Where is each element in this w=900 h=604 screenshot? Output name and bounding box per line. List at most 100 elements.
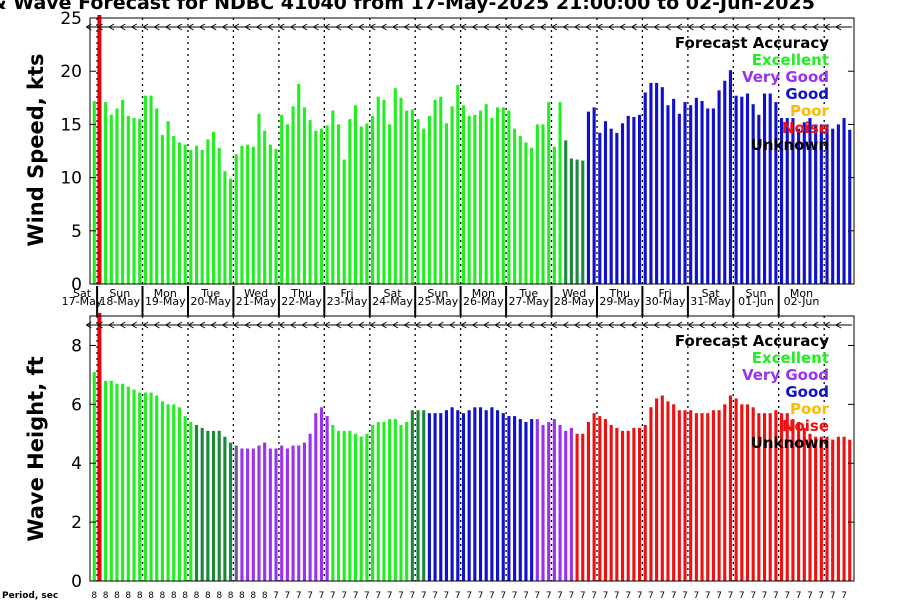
- wave-arrow-head: [631, 321, 637, 329]
- wind-bar: [706, 108, 710, 284]
- wind-bar: [126, 115, 130, 284]
- wave-ytick-label: 8: [71, 336, 82, 356]
- wave-bar: [416, 410, 420, 581]
- wave-arrow-head: [585, 321, 592, 329]
- wave-bar: [234, 445, 238, 581]
- wave-bar: [223, 436, 227, 581]
- wind-bar: [643, 92, 647, 284]
- wave-bar: [774, 410, 778, 581]
- period-value: 7: [762, 591, 768, 600]
- wind-arrow-head: [404, 23, 410, 31]
- wave-legend-noise: Noise: [782, 417, 829, 435]
- wave-bar: [507, 416, 511, 581]
- wind-bar: [740, 96, 744, 285]
- wave-bar: [598, 416, 602, 581]
- date-label: 18-May: [99, 295, 140, 308]
- wave-bar: [138, 392, 142, 581]
- wave-bar: [848, 439, 852, 581]
- wind-direction-arrows: [86, 23, 853, 31]
- period-value: 7: [648, 591, 654, 600]
- wave-bars: [92, 371, 852, 581]
- wave-bar: [268, 448, 272, 581]
- wind-bar: [632, 116, 636, 284]
- wave-arrow-head: [494, 321, 501, 329]
- wind-bar: [609, 128, 613, 284]
- wind-arrow-head: [585, 23, 592, 31]
- wave-bar: [92, 371, 96, 581]
- wave-arrow-head: [801, 321, 808, 329]
- wave-bar: [155, 395, 159, 581]
- day-name-label: Sun: [746, 287, 767, 300]
- period-value: 7: [728, 591, 734, 600]
- period-value: 7: [285, 591, 291, 600]
- wave-bar: [785, 413, 789, 581]
- wave-bar: [581, 433, 585, 581]
- period-value: 7: [716, 591, 722, 600]
- wind-arrow-head: [654, 23, 660, 31]
- wind-bar: [234, 154, 238, 284]
- wind-ytick-label: 20: [60, 62, 82, 82]
- day-name-label: Sun: [109, 287, 130, 300]
- wind-arrow-head: [472, 23, 478, 31]
- period-value: 8: [148, 591, 154, 600]
- wind-bar: [160, 135, 164, 284]
- wave-bar: [694, 413, 698, 581]
- wind-bar: [547, 102, 551, 284]
- wind-bar: [603, 121, 608, 285]
- wind-bar: [564, 140, 568, 284]
- date-label: 26-May: [463, 295, 504, 308]
- day-name-label: Fri: [659, 287, 672, 300]
- day-name-label: Wed: [244, 287, 268, 300]
- period-value: 7: [455, 591, 461, 600]
- wave-ylabel: Wave Height, ft: [24, 356, 48, 541]
- wind-bar: [757, 114, 761, 284]
- wind-bar: [456, 85, 460, 284]
- wind-legend-heading: Forecast Accuracy: [675, 34, 829, 52]
- wind-bar: [762, 93, 767, 284]
- wind-bar: [598, 132, 602, 284]
- period-value: 7: [830, 591, 836, 600]
- wind-arrow-head: [790, 23, 796, 31]
- wind-bar: [280, 114, 284, 284]
- wave-bar: [501, 413, 505, 581]
- wind-day-lines: [96, 15, 825, 284]
- period-value: 7: [478, 591, 484, 600]
- wave-arrow-head: [438, 321, 444, 329]
- wind-bar: [439, 96, 443, 285]
- wind-bar: [189, 149, 193, 284]
- wind-bar: [490, 118, 494, 285]
- period-value: 7: [432, 591, 438, 600]
- period-value: 7: [671, 591, 677, 600]
- wave-bar: [359, 436, 363, 581]
- wind-arrow-head: [199, 23, 206, 31]
- wave-bar: [109, 380, 113, 581]
- wave-arrow-head: [574, 321, 581, 329]
- wave-arrow-head: [301, 321, 308, 329]
- wave-bar: [666, 401, 670, 581]
- wind-arrow-head: [460, 23, 467, 31]
- wave-bar: [626, 430, 630, 581]
- wind-ylabel: Wind Speed, kts: [24, 53, 48, 246]
- wave-arrow-head: [642, 321, 649, 329]
- wind-bar: [336, 124, 341, 285]
- wind-bar: [615, 132, 619, 284]
- wave-bar: [427, 413, 431, 581]
- wind-ytick-label: 5: [71, 222, 82, 242]
- period-heading: Period, sec: [2, 591, 58, 600]
- period-value: 8: [137, 591, 143, 600]
- period-value: 7: [444, 591, 450, 600]
- wind-arrow-head: [529, 23, 535, 31]
- wind-bar: [780, 118, 784, 285]
- wind-legend-good: Good: [785, 85, 829, 103]
- wind-arrow-head: [279, 23, 285, 31]
- wave-bar: [166, 404, 170, 581]
- wave-ytick-label: 0: [71, 572, 82, 592]
- wave-arrow-head: [267, 321, 274, 329]
- wind-arrow-head: [722, 23, 728, 31]
- wind-arrow-head: [324, 23, 331, 31]
- wind-bar: [836, 124, 840, 285]
- wave-bar: [263, 442, 267, 581]
- wind-bar: [121, 99, 125, 285]
